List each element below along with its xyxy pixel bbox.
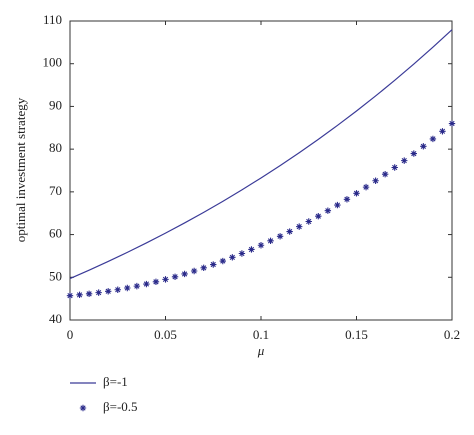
data-point [229,254,236,261]
x-tick-label: 0.2 [444,327,460,342]
y-tick-label: 70 [49,183,62,198]
y-tick-label: 60 [49,226,62,241]
legend-label: β=-1 [103,374,128,389]
data-point [381,171,389,178]
data-point [238,250,246,257]
data-point [286,228,293,235]
data-line [69,29,453,280]
data-point [305,218,312,225]
data-point [410,150,417,157]
x-tick-label: 0.15 [345,327,368,342]
data-point [85,290,93,298]
data-point [171,273,179,280]
data-point [95,289,102,296]
data-point [257,242,265,249]
y-tick-label: 50 [49,268,62,283]
data-point [267,237,274,245]
y-tick-label: 100 [43,55,63,70]
data-point [114,286,121,293]
data-point [448,120,456,127]
data-point [439,128,446,135]
x-tick-label: 0.05 [154,327,177,342]
y-tick-label: 110 [43,12,62,27]
data-point [124,284,131,292]
data-point [210,261,217,268]
data-point [143,280,150,288]
legend-marker [79,404,87,412]
x-tick-label: 0.1 [253,327,269,342]
data-point [324,207,332,214]
data-point [391,164,398,171]
data-point [343,196,351,203]
x-tick-label: 0 [67,327,74,342]
data-point [248,246,255,253]
data-point [372,177,379,184]
data-point [66,292,74,299]
data-point [401,157,408,164]
data-point [296,223,303,230]
data-point [133,282,141,290]
y-tick-label: 90 [49,97,62,112]
data-point [162,276,169,283]
y-axis-label: optimal investment strategy [13,97,28,242]
data-point [334,201,341,209]
data-point [200,264,207,272]
x-axis-label: μ [257,343,265,358]
data-point [152,278,160,286]
data-point [76,291,83,299]
y-tick-label: 80 [49,140,62,155]
legend-label: β=-0.5 [103,399,138,414]
data-point [219,257,226,265]
data-point [353,190,360,197]
data-point [315,213,322,220]
y-tick-label: 40 [49,311,62,326]
data-point [362,183,370,191]
data-point [420,143,427,150]
data-point [276,233,284,240]
data-point [181,270,188,278]
data-point [190,267,198,275]
data-point [429,135,437,143]
data-point [105,288,112,295]
